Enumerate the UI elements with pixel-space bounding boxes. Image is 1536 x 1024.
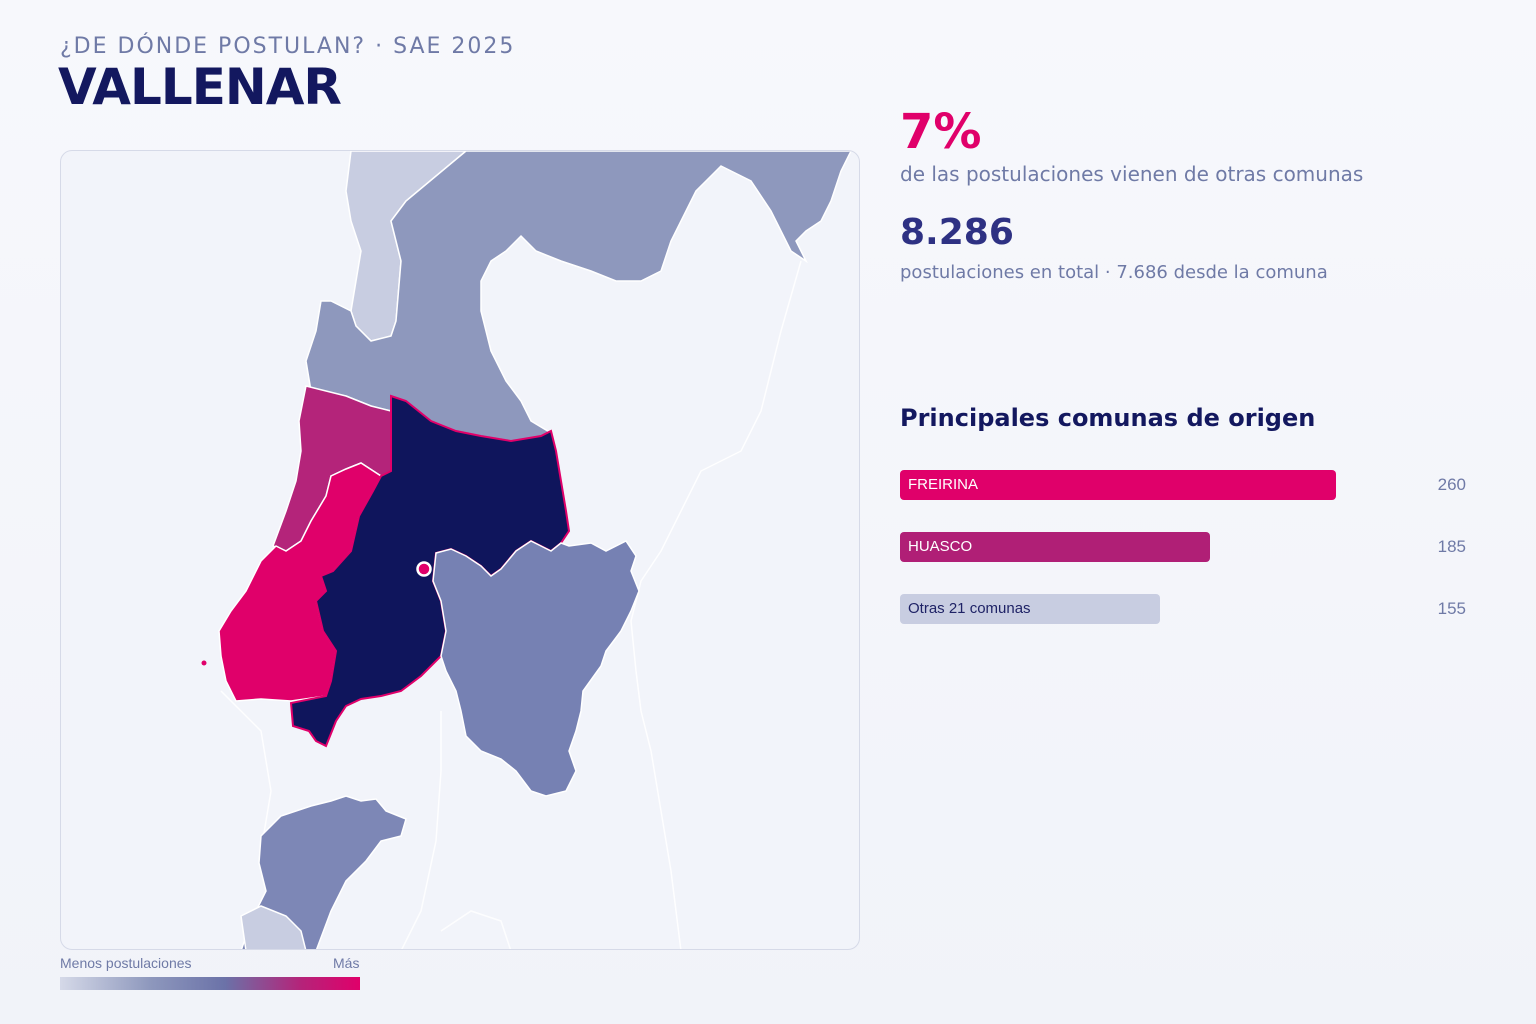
origin-value-otras: 155 xyxy=(1437,599,1466,618)
total-applications-value: 8.286 xyxy=(900,212,1014,253)
legend-low-label: Menos postulaciones xyxy=(60,955,192,971)
origin-bar-huasco[interactable]: HUASCO xyxy=(900,532,1210,562)
legend-high-label: Más xyxy=(333,955,360,971)
islet xyxy=(201,660,207,666)
region-alto-del-carmen[interactable] xyxy=(432,540,640,797)
choropleth-map[interactable] xyxy=(60,150,860,950)
origin-value-freirina: 260 xyxy=(1437,475,1466,494)
map-svg xyxy=(201,151,852,950)
legend-gradient xyxy=(60,977,360,990)
region-lower-light[interactable] xyxy=(240,905,307,950)
page-kicker: ¿DE DÓNDE POSTULAN? · SAE 2025 xyxy=(60,34,516,59)
external-share-value: 7% xyxy=(900,104,982,160)
origins-title: Principales comunas de origen xyxy=(900,404,1316,432)
city-marker-icon[interactable] xyxy=(416,561,432,577)
region-copiapo[interactable] xyxy=(305,151,852,442)
total-applications-label: postulaciones en total · 7.686 desde la … xyxy=(900,262,1328,283)
origin-bar-otras[interactable]: Otras 21 comunas xyxy=(900,594,1160,624)
origin-bar-freirina[interactable]: FREIRINA xyxy=(900,470,1336,500)
page-title: VALLENAR xyxy=(58,58,342,116)
origin-value-huasco: 185 xyxy=(1437,537,1466,556)
external-share-label: de las postulaciones vienen de otras com… xyxy=(900,162,1364,186)
